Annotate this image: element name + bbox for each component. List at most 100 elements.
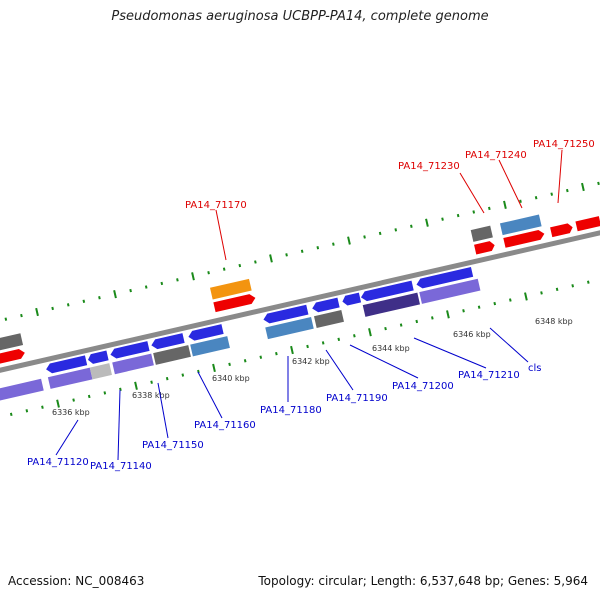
gene-feature-71150-gray[interactable] <box>153 345 191 365</box>
gene-label[interactable]: PA14_71230 <box>398 161 460 172</box>
minor-tick <box>129 288 132 293</box>
gene-feature-71240-red[interactable] <box>503 229 545 248</box>
gene-feature-71140-blue[interactable] <box>109 341 150 359</box>
gene-label[interactable]: PA14_71120 <box>27 457 89 468</box>
gene-label[interactable]: PA14_71160 <box>194 420 256 431</box>
scale-label: 6338 kbp <box>132 391 170 400</box>
minor-tick <box>160 281 164 286</box>
scale-label: 6342 kbp <box>292 357 330 366</box>
scale-label: 6346 kbp <box>453 330 491 339</box>
minor-tick <box>399 323 403 327</box>
leader-line <box>489 327 529 363</box>
gene-feature-71200-purple[interactable] <box>362 292 420 317</box>
minor-tick <box>4 317 8 321</box>
reverse-leader-lines <box>55 327 529 461</box>
scale-label: 6336 kbp <box>52 408 90 417</box>
gene-label[interactable]: PA14_71170 <box>185 200 247 211</box>
major-tick <box>35 307 39 317</box>
gene-label[interactable]: PA14_71140 <box>90 461 152 472</box>
gene-feature-71160-steel[interactable] <box>190 336 230 357</box>
minor-tick <box>586 280 590 284</box>
leader-line <box>55 419 79 456</box>
minor-tick <box>181 373 185 377</box>
gene-feature-71210-lavender[interactable] <box>419 278 481 304</box>
gene-label[interactable]: PA14_71250 <box>533 139 595 150</box>
genome-backbone <box>0 218 600 380</box>
minor-tick <box>82 299 86 303</box>
gene-feature-71150-blue[interactable] <box>150 333 185 350</box>
minor-tick <box>337 337 341 342</box>
gene-feature-left-red[interactable] <box>0 348 26 367</box>
gene-feature-71250-red[interactable] <box>550 222 574 238</box>
minor-tick <box>493 301 497 306</box>
minor-tick <box>550 192 554 196</box>
minor-tick <box>9 412 13 417</box>
outer-tick-row <box>4 181 600 321</box>
reverse-gene-labels: PA14_71120 PA14_71140 PA14_71150 PA14_71… <box>27 363 542 472</box>
leader-line <box>349 344 419 379</box>
gene-label[interactable]: PA14_71190 <box>326 393 388 404</box>
major-tick <box>425 218 429 227</box>
minor-tick <box>566 188 569 193</box>
minor-tick <box>540 291 543 295</box>
scale-label: 6348 kbp <box>535 317 573 326</box>
gene-feature-71130-lightgray[interactable] <box>89 363 112 380</box>
major-tick <box>290 345 294 355</box>
gene-feature-71120-lavender[interactable] <box>47 367 93 389</box>
minor-tick <box>321 341 325 345</box>
gene-feature-71200-blue[interactable] <box>360 280 414 303</box>
gene-feature-71180-steel[interactable] <box>265 316 314 340</box>
minor-tick <box>176 278 179 282</box>
gene-feature-71230-gray[interactable] <box>470 225 493 242</box>
minor-tick <box>285 253 288 257</box>
major-tick <box>113 290 117 299</box>
minor-tick <box>228 362 231 367</box>
leader-line <box>325 349 354 391</box>
minor-tick <box>410 224 413 228</box>
minor-tick <box>431 316 434 320</box>
minor-tick <box>275 351 278 356</box>
major-tick <box>212 363 216 373</box>
leader-line <box>413 337 487 369</box>
gene-feature-71130-blue[interactable] <box>87 350 109 364</box>
gene-feature-71240-steel[interactable] <box>499 214 542 236</box>
inner-tick-row <box>9 280 590 417</box>
gene-feature-71210-blue[interactable] <box>415 267 474 289</box>
gene-feature-left-lavender[interactable] <box>0 378 44 402</box>
gene-label[interactable]: PA14_71150 <box>142 440 204 451</box>
gene-label[interactable]: PA14_71240 <box>465 150 527 161</box>
minor-tick <box>441 217 444 221</box>
gene-feature-71260-red[interactable] <box>575 216 600 232</box>
gene-feature-71160-blue[interactable] <box>187 324 224 342</box>
gene-feature-71170-red[interactable] <box>213 293 256 313</box>
gene-feature-left-gray[interactable] <box>0 333 24 354</box>
gene-feature-71180-blue[interactable] <box>262 304 309 325</box>
gene-feature-71190-gray[interactable] <box>313 310 344 328</box>
gene-feature-71190-blue[interactable] <box>311 297 340 314</box>
forward-leader-lines <box>215 149 563 261</box>
leader-line <box>557 149 563 204</box>
gene-label[interactable]: PA14_71180 <box>260 405 322 416</box>
major-tick <box>446 310 450 319</box>
gene-feature-71120-blue[interactable] <box>45 355 88 374</box>
major-tick <box>269 254 273 263</box>
map-title: Pseudomonas aeruginosa UCBPP-PA14, compl… <box>111 9 489 24</box>
minor-tick <box>243 359 247 363</box>
minor-tick <box>144 285 148 289</box>
minor-tick <box>41 405 44 409</box>
gene-label[interactable]: cls <box>528 363 542 374</box>
major-tick <box>581 182 585 192</box>
gene-feature-71140-lavender[interactable] <box>112 353 154 375</box>
gene-feature-71170-orange[interactable] <box>210 278 252 300</box>
minor-tick <box>306 344 309 349</box>
leader-line <box>459 172 485 214</box>
minor-tick <box>72 398 75 402</box>
major-tick <box>524 292 528 301</box>
gene-label[interactable]: PA14_71210 <box>458 370 520 381</box>
gene-label[interactable]: PA14_71200 <box>392 381 454 392</box>
gene-feature-71195-blue[interactable] <box>341 292 362 307</box>
gene-feature-71230-red[interactable] <box>474 240 496 255</box>
minor-tick <box>472 210 476 214</box>
minor-tick <box>571 284 575 288</box>
